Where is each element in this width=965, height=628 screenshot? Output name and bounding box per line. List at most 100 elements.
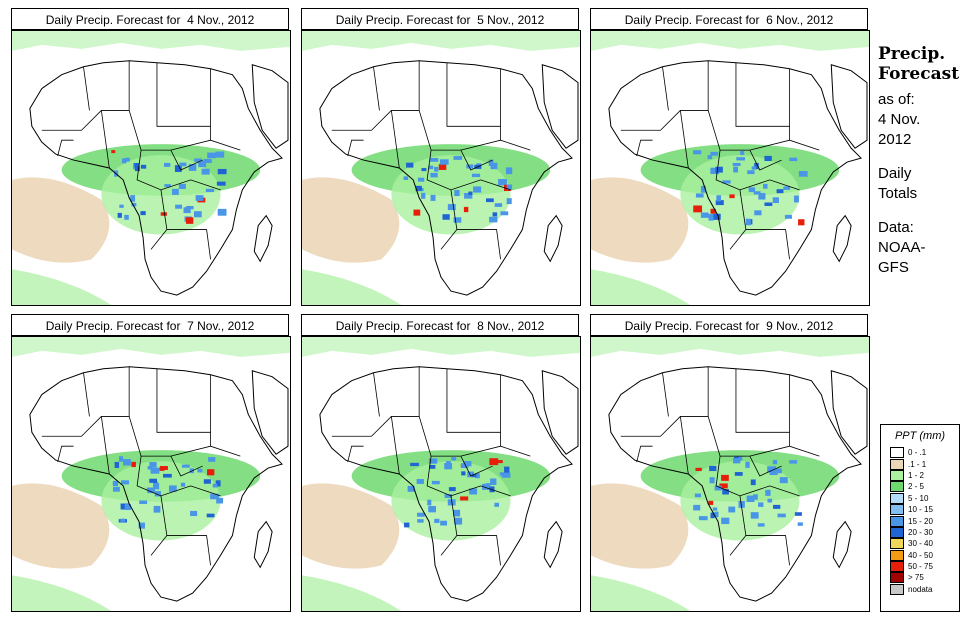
country-border: [331, 60, 420, 131]
light-rain-area: [12, 177, 110, 263]
legend-label: 10 - 15: [908, 505, 933, 515]
country-border: [156, 368, 211, 433]
rain-cell: [488, 159, 494, 167]
rain-cell: [736, 157, 746, 161]
rain-cell: [138, 522, 145, 529]
africa-precip-svg: [12, 337, 290, 611]
country-border: [150, 535, 168, 556]
rain-cell: [159, 466, 168, 470]
rain-cell: [486, 198, 494, 203]
data-source-label: Data:: [878, 219, 914, 236]
precip-map: [590, 30, 870, 306]
coastline: [608, 60, 862, 296]
rain-cell: [201, 168, 210, 175]
country-border: [331, 366, 420, 437]
country-border: [347, 139, 364, 157]
country-border: [390, 110, 400, 169]
rain-cell: [710, 512, 715, 519]
country-border: [150, 229, 168, 250]
africa-precip-svg: [12, 31, 290, 305]
central-rain-area: [101, 461, 221, 541]
rain-cell: [215, 480, 221, 487]
country-border: [735, 368, 790, 433]
rain-cell: [753, 191, 761, 195]
rain-cell: [454, 517, 463, 525]
data-source-model: GFS: [878, 259, 909, 276]
sidebar-info: Precip. Forecast as of: 4 Nov. 2012 Dail…: [878, 44, 963, 278]
legend-label: 30 - 40: [908, 539, 933, 549]
country-border: [170, 455, 203, 477]
arabia-outline: [251, 370, 289, 455]
rain-cell: [444, 463, 453, 470]
precip-map: [590, 336, 870, 612]
rain-cell: [203, 158, 212, 164]
rain-cell: [745, 461, 750, 468]
rain-cell: [217, 208, 227, 216]
rain-cell: [721, 517, 730, 525]
rain-cell: [757, 523, 765, 527]
madagascar-outline: [832, 214, 852, 263]
rain-cell: [748, 187, 756, 193]
rain-cell: [149, 478, 158, 483]
rain-cell: [147, 466, 153, 470]
rain-cell: [178, 183, 186, 189]
legend-item: 1 - 2: [881, 469, 959, 481]
rain-cell: [789, 157, 798, 162]
madagascar-outline: [253, 214, 273, 263]
light-rain-area: [591, 483, 689, 569]
rain-cell: [753, 494, 758, 500]
country-border: [729, 535, 747, 556]
rain-cell: [466, 164, 474, 169]
legend-label: 2 - 5: [908, 482, 925, 492]
rain-cell: [179, 162, 187, 167]
legend-item: 5 - 10: [881, 492, 959, 504]
rain-cell: [779, 477, 788, 484]
rain-cell: [453, 217, 462, 223]
rain-cell: [751, 166, 756, 170]
rain-cell: [417, 512, 425, 517]
rain-cell: [773, 504, 781, 509]
rain-cell: [212, 483, 218, 488]
coastline: [608, 366, 862, 602]
central-rain-area: [101, 155, 221, 235]
africa-precip-svg: [302, 337, 580, 611]
country-border: [440, 229, 458, 250]
rain-cell: [504, 466, 510, 474]
country-border: [446, 62, 501, 127]
rain-cell: [131, 202, 137, 207]
rain-cell: [506, 167, 513, 175]
rain-cell: [216, 181, 226, 186]
country-border: [160, 189, 211, 260]
country-border: [662, 372, 669, 417]
rain-cell: [188, 164, 197, 171]
rain-cell: [207, 469, 215, 476]
rain-cell: [438, 164, 447, 170]
northern-rain-band: [12, 31, 290, 51]
rain-cell: [453, 509, 461, 517]
rain-cell: [750, 479, 756, 486]
rain-cell: [154, 491, 161, 497]
country-border: [662, 66, 669, 111]
legend-swatch: [890, 549, 904, 561]
madagascar-outline: [543, 520, 563, 569]
rain-cell: [439, 159, 449, 165]
country-border: [373, 372, 380, 417]
rain-cell: [163, 473, 172, 478]
coastline: [29, 60, 283, 296]
rain-cell: [451, 457, 457, 461]
rain-cell: [750, 512, 759, 519]
rain-cell: [471, 173, 481, 178]
arabia-outline: [541, 64, 579, 149]
legend-label: 20 - 30: [908, 527, 933, 537]
rain-cell: [112, 480, 119, 487]
panel-title: Daily Precip. Forecast for 8 Nov., 2012: [301, 314, 579, 336]
country-border: [347, 445, 364, 463]
rain-cell: [728, 506, 736, 513]
rain-cell: [746, 495, 755, 502]
rain-cell: [190, 510, 198, 517]
rain-cell: [693, 205, 703, 213]
rain-cell: [471, 473, 477, 478]
rain-cell: [789, 460, 798, 464]
legend-item: 50 - 75: [881, 561, 959, 573]
legend-item: .1 - 1: [881, 458, 959, 470]
